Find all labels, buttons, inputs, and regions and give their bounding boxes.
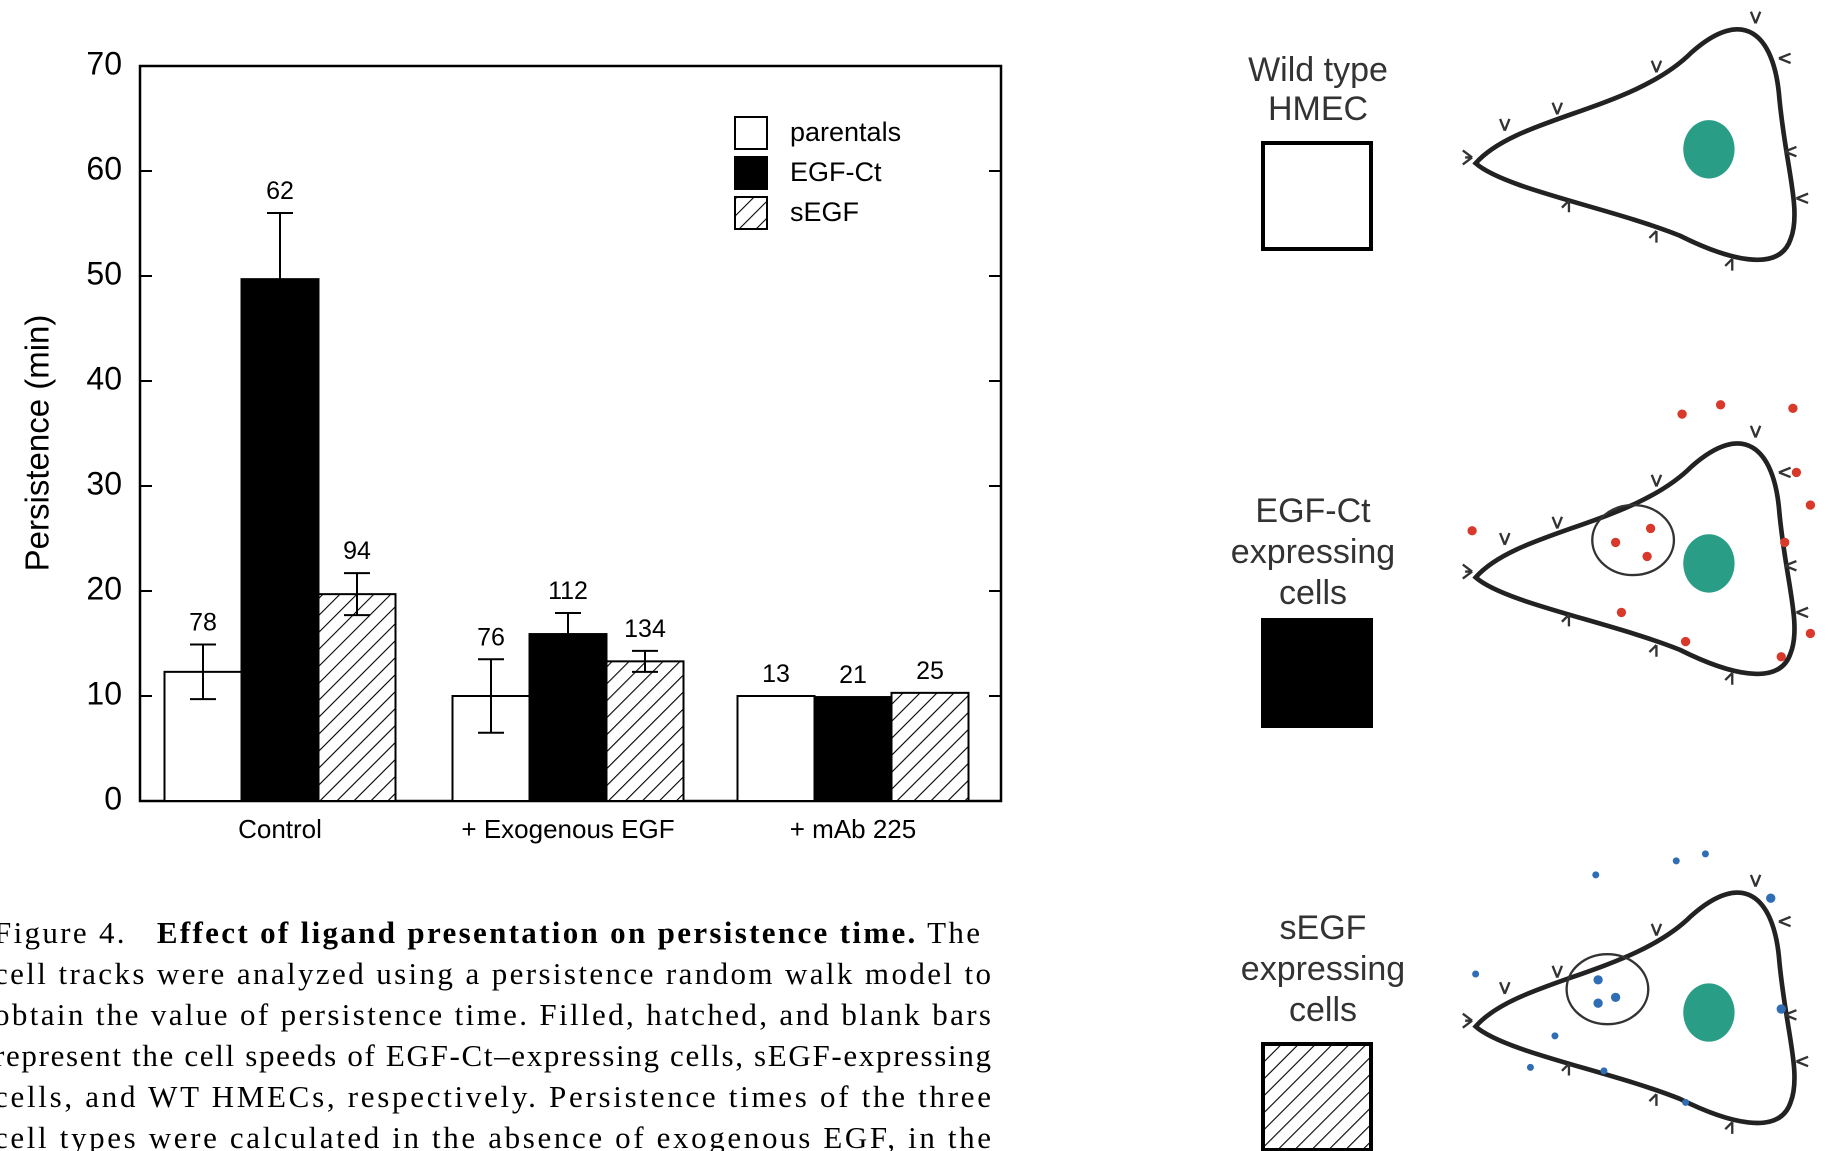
y-tick-label: 20: [86, 570, 122, 606]
count-label: 94: [343, 537, 371, 565]
caption-line: cells, and WT HMECs, respectively. Persi…: [0, 1079, 991, 1114]
bar: [607, 661, 684, 801]
legend-swatch: [735, 117, 767, 149]
count-label: 62: [266, 177, 294, 205]
y-axis-label: Persistence (min): [19, 315, 56, 572]
y-tick-label: 0: [104, 780, 122, 816]
count-label: 76: [477, 623, 505, 651]
count-label: 78: [189, 609, 217, 637]
cell-segf: [1463, 850, 1808, 1133]
diagram-label: EGF-Ct: [1255, 492, 1371, 530]
caption-line: Figure 4. Effect of ligand presentation o…: [0, 915, 980, 950]
caption-line: obtain the value of persistence time. Fi…: [0, 997, 991, 1032]
y-tick-label: 70: [86, 45, 122, 81]
cell-egf-ct: [1463, 400, 1815, 685]
count-label: 21: [839, 661, 867, 689]
legend-label: parentals: [790, 117, 901, 147]
legend-swatch: [735, 197, 767, 229]
bar: [319, 594, 396, 801]
page: Persistence (min) 0 10 20 30 40 50 60 70 Control…: [0, 0, 1829, 1151]
y-tick-label: 50: [86, 255, 122, 291]
cell-diagrams: [1463, 12, 1815, 1134]
caption-line: represent the cell speeds of EGF-Ct–expr…: [0, 1038, 991, 1073]
count-label: 134: [624, 615, 666, 643]
x-tick-label: + mAb 225: [790, 814, 916, 844]
count-label: 25: [916, 657, 944, 685]
x-tick-label: Control: [238, 814, 322, 844]
diagram-label: cells: [1289, 991, 1357, 1029]
figure: Persistence (min) 0 10 20 30 40 50 60 70 Control…: [0, 0, 1829, 1151]
y-tick-label: 10: [86, 675, 122, 711]
bar: [242, 279, 319, 801]
y-tick-label: 40: [86, 360, 122, 396]
bar: [892, 693, 969, 801]
bar: [530, 634, 607, 801]
legend-label: sEGF: [790, 197, 859, 227]
x-tick-label: + Exogenous EGF: [461, 814, 674, 844]
caption-title: Effect of ligand presentation on persist…: [157, 915, 915, 950]
bar: [738, 696, 815, 801]
legend-box: [1263, 1044, 1371, 1150]
y-tick-label: 60: [86, 150, 122, 186]
cell-wild-type: [1463, 12, 1808, 271]
diagram-label: expressing: [1241, 950, 1405, 988]
caption-line: cell tracks were analyzed using a persis…: [0, 956, 991, 991]
caption-label: Figure 4.: [0, 915, 125, 950]
count-label: 13: [762, 660, 790, 688]
legend-box: [1263, 620, 1371, 726]
y-tick-label: 30: [86, 465, 122, 501]
count-label: 112: [548, 577, 588, 605]
diagram-label: sEGF: [1280, 909, 1367, 947]
legend-swatch: [735, 157, 767, 189]
legend-label: EGF-Ct: [790, 157, 882, 187]
diagram-label: HMEC: [1268, 90, 1368, 128]
diagram-label: Wild type: [1248, 51, 1388, 89]
caption-text: The: [918, 915, 980, 950]
diagram-label: cells: [1279, 574, 1347, 612]
caption-line: cell types were calculated in the absenc…: [0, 1120, 991, 1151]
bar: [815, 697, 892, 801]
diagram-label: expressing: [1231, 533, 1395, 571]
legend-box: [1263, 143, 1371, 249]
